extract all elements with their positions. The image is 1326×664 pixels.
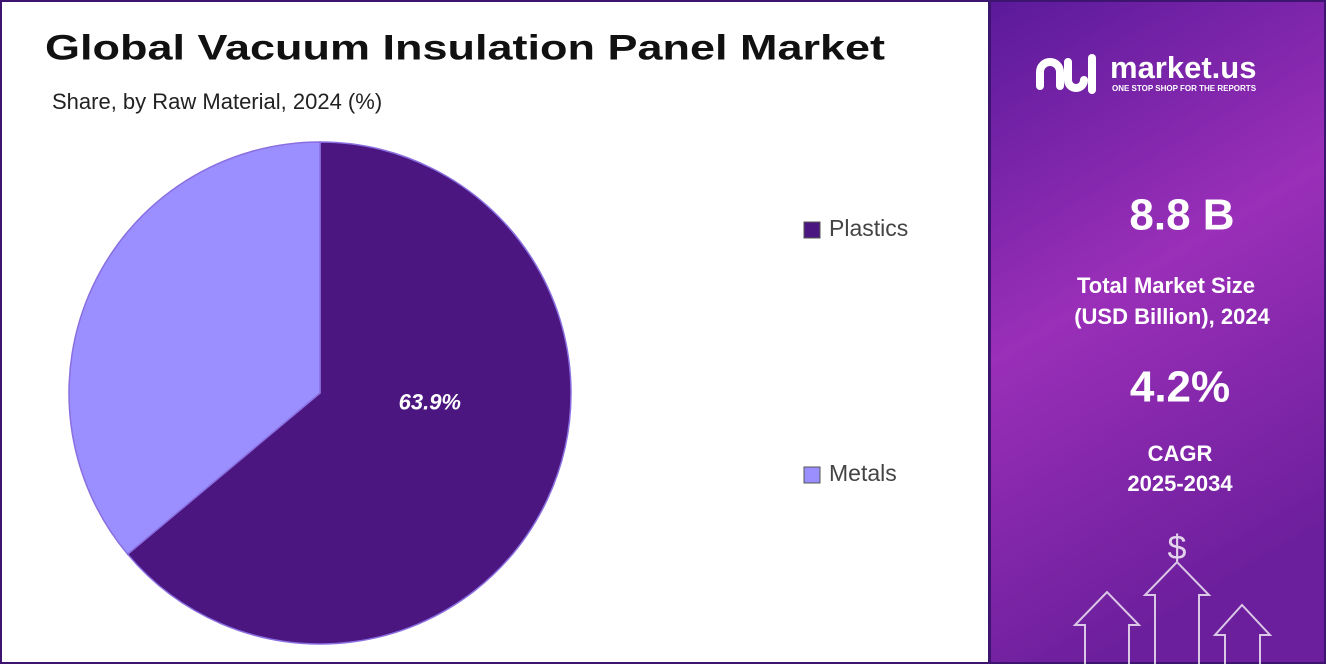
chart-subtitle: Share, by Raw Material, 2024 (%) (52, 89, 382, 114)
cagr-label: CAGR (1148, 441, 1213, 466)
brand-tagline: ONE STOP SHOP FOR THE REPORTS (1112, 84, 1257, 93)
brand-name: market.us (1110, 50, 1256, 85)
chart-title: Global Vacuum Insulation Panel Market (45, 28, 885, 67)
decor-arrows (1072, 560, 1273, 664)
brand-logo (1036, 54, 1096, 94)
legend-label: Metals (829, 460, 897, 486)
pie-slice (68, 141, 321, 556)
market-size-label: (USD Billion), 2024 (1074, 304, 1270, 329)
side-panel (990, 0, 1326, 664)
pie-slice (126, 141, 572, 645)
panel-border (989, 0, 1326, 664)
legend-swatch (803, 221, 821, 239)
cagr-label: 2025-2034 (1127, 471, 1233, 496)
legend-label: Plastics (829, 215, 908, 241)
market-size: 8.8 B (1129, 191, 1234, 240)
cagr-value: 4.2% (1130, 363, 1230, 412)
market-size-label: Total Market Size (1077, 273, 1255, 298)
legend-swatch (803, 466, 821, 484)
slice-label: 63.9% (399, 390, 461, 415)
decor-dollar: $ (1168, 529, 1187, 567)
